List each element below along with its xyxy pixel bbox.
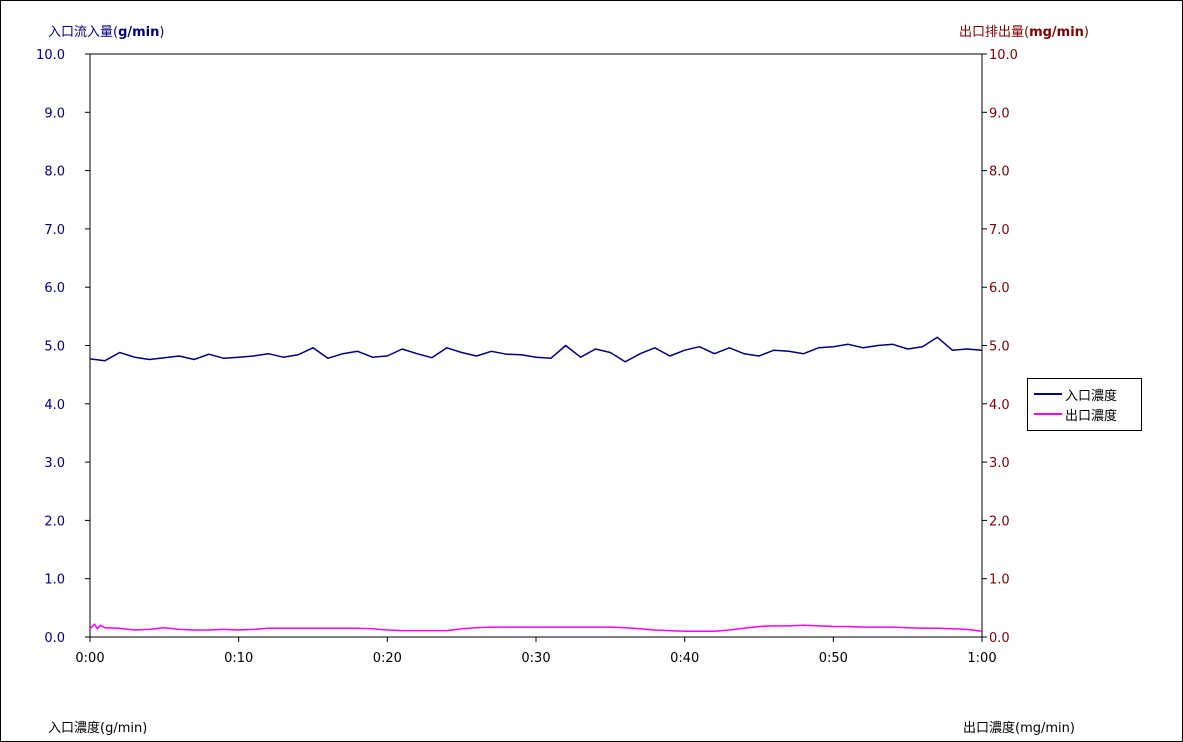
footer-right-label: 出口濃度(mg/min): [963, 721, 1075, 736]
right-tick-label: 2.0: [989, 514, 1010, 529]
plot-area: [89, 53, 983, 638]
x-tick-label: 1:00: [967, 651, 996, 666]
legend-swatch-outlet: [1034, 413, 1062, 415]
left-tick-label: 5.0: [44, 340, 65, 355]
right-tick-label: 7.0: [989, 223, 1010, 238]
x-tick-label: 0:40: [670, 651, 699, 666]
legend-item-inlet: 入口濃度: [1034, 384, 1117, 404]
x-tick-label: 0:50: [819, 651, 848, 666]
x-tick-label: 0:10: [224, 651, 253, 666]
right-tick-label: 10.0: [989, 48, 1018, 63]
left-tick-label: 10.0: [36, 48, 65, 63]
right-tick-label: 9.0: [989, 106, 1010, 121]
left-axis-title: 入口流入量(g/min): [48, 25, 165, 40]
chart-legend: 入口濃度 出口濃度: [1027, 378, 1142, 431]
left-tick-label: 6.0: [44, 281, 65, 296]
right-tick-label: 4.0: [989, 398, 1010, 413]
x-tick-label: 0:00: [75, 651, 104, 666]
right-tick-label: 1.0: [989, 573, 1010, 588]
footer-left-label: 入口濃度(g/min): [48, 721, 148, 736]
series-line-outlet: [89, 623, 983, 632]
x-tick-label: 0:30: [521, 651, 550, 666]
right-tick-label: 8.0: [989, 165, 1010, 180]
right-tick-label: 3.0: [989, 456, 1010, 471]
legend-item-outlet: 出口濃度: [1034, 404, 1117, 424]
right-tick-label: 6.0: [989, 281, 1010, 296]
right-tick-label: 0.0: [989, 631, 1010, 646]
left-tick-label: 1.0: [44, 573, 65, 588]
series-line-inlet: [89, 336, 983, 363]
legend-swatch-inlet: [1034, 393, 1062, 395]
right-axis-title: 出口排出量(mg/min): [958, 25, 1089, 40]
legend-label-outlet: 出口濃度: [1065, 408, 1118, 424]
left-tick-label: 7.0: [44, 223, 65, 238]
left-tick-label: 9.0: [44, 106, 65, 121]
left-tick-label: 4.0: [44, 398, 65, 413]
left-tick-label: 8.0: [44, 165, 65, 180]
x-tick-label: 0:20: [373, 651, 402, 666]
right-tick-label: 5.0: [989, 340, 1010, 355]
legend-label-inlet: 入口濃度: [1065, 388, 1118, 404]
left-tick-label: 3.0: [44, 456, 65, 471]
left-tick-label: 2.0: [44, 514, 65, 529]
left-tick-label: 0.0: [44, 631, 65, 646]
